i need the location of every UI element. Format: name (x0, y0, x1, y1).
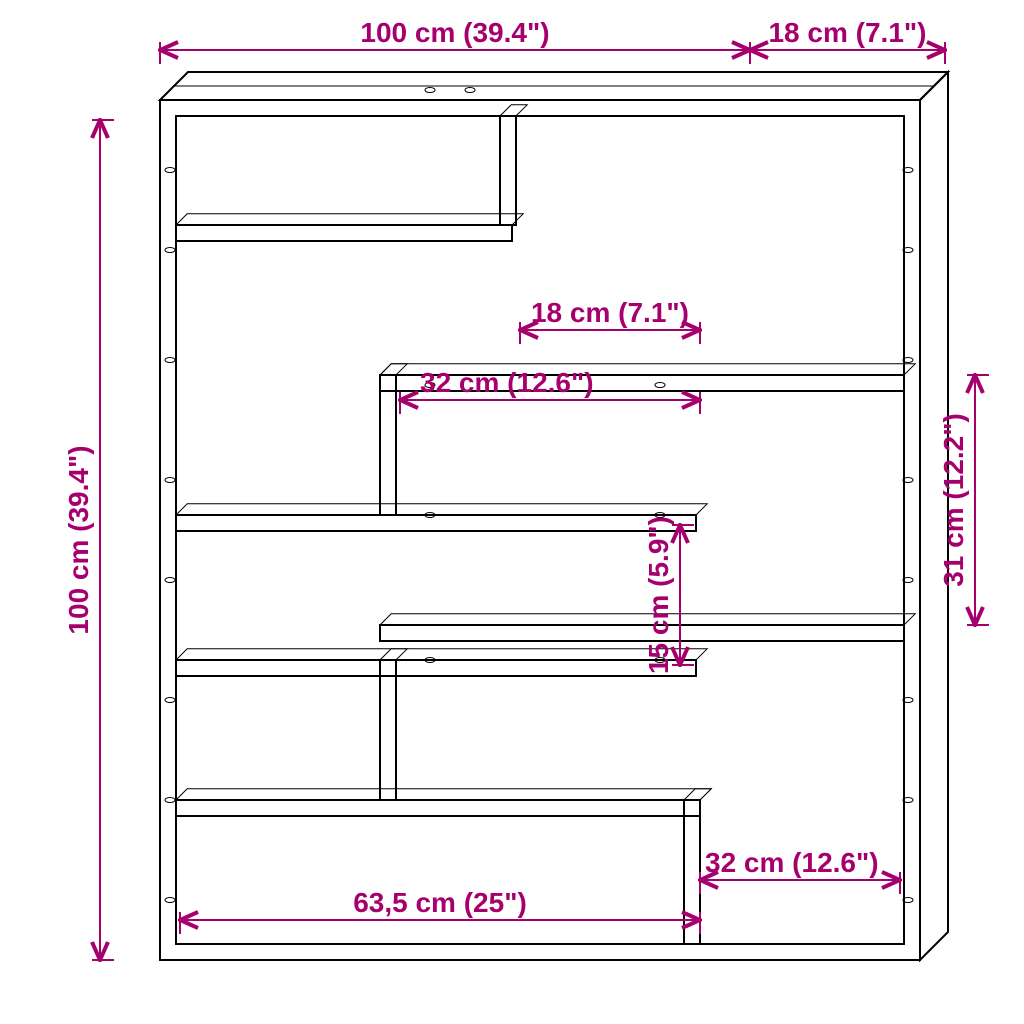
dim-height_left: 100 cm (39.4") (63, 120, 114, 960)
dim-label: 32 cm (12.6") (420, 367, 594, 398)
dim-depth_top: 18 cm (7.1") (750, 17, 945, 64)
dim-label: 63,5 cm (25") (353, 887, 527, 918)
dim-label: 100 cm (39.4") (360, 17, 549, 48)
dim-inner_depth: 18 cm (7.1") (520, 297, 700, 344)
dim-label: 32 cm (12.6") (705, 847, 879, 878)
dimension-annotations: 100 cm (39.4") 18 cm (7.1") 100 cm (39.4")… (63, 17, 989, 960)
dim-label: 18 cm (7.1") (531, 297, 689, 328)
dim-bottom_635: 63,5 cm (25") (180, 887, 700, 934)
dim-label: 15 cm (5.9") (643, 516, 674, 674)
dim-width_top: 100 cm (39.4") (160, 17, 750, 64)
dim-label: 18 cm (7.1") (768, 17, 926, 48)
dim-bottom_32: 32 cm (12.6") (700, 847, 900, 894)
dim-right_h31: 31 cm (12.2") (938, 375, 989, 625)
shelf-outline (160, 72, 948, 960)
furniture-dimension-diagram: 100 cm (39.4") 18 cm (7.1") 100 cm (39.4")… (0, 0, 1024, 1024)
dim-label: 100 cm (39.4") (63, 445, 94, 634)
dim-inner_h15: 15 cm (5.9") (643, 516, 694, 674)
dim-label: 31 cm (12.2") (938, 413, 969, 587)
